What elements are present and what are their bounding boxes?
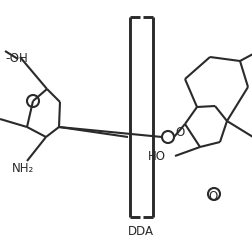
Text: -OH: -OH xyxy=(5,51,28,64)
Text: O: O xyxy=(207,189,216,202)
Circle shape xyxy=(207,188,219,200)
Circle shape xyxy=(27,96,39,108)
Text: NH₂: NH₂ xyxy=(12,161,34,174)
Text: HO: HO xyxy=(147,150,165,163)
Text: DDA: DDA xyxy=(128,225,153,238)
Circle shape xyxy=(161,132,173,143)
Text: O: O xyxy=(174,126,183,139)
